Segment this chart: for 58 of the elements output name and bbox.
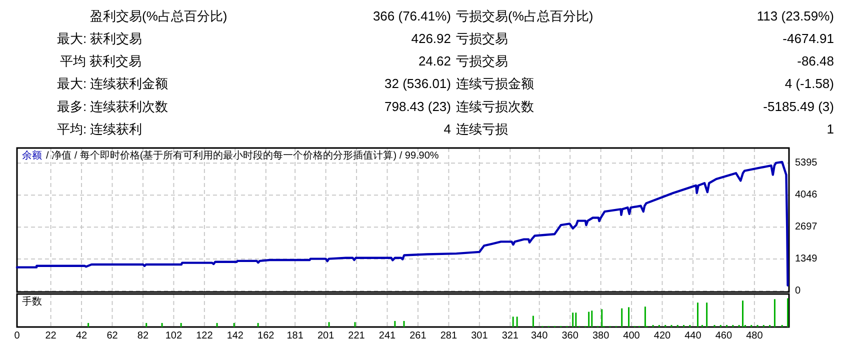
x-tick-label: 201 — [317, 330, 335, 342]
x-tick-label: 241 — [378, 330, 396, 342]
text: 连续亏损次数 — [456, 98, 534, 114]
line-series — [16, 160, 789, 286]
x-tick-label: 400 — [623, 330, 640, 342]
text: 366 (76.41%) — [372, 8, 451, 24]
x-tick-label: 102 — [165, 330, 182, 342]
category-label: 平均: 连续获利 — [57, 121, 142, 136]
x-tick-label: 281 — [440, 330, 458, 342]
category-label: 盈利交易(%占总百分比) — [90, 8, 228, 24]
y-tick-label: 0 — [795, 286, 801, 297]
text: -86.48 — [797, 54, 834, 69]
y-tick-label: 4046 — [795, 190, 818, 201]
text: 4 (-1.58) — [784, 76, 834, 92]
category-label: 平均 获利交易 — [60, 54, 142, 69]
x-tick-label: 321 — [502, 330, 519, 342]
text: 798.43 (23) — [384, 98, 451, 114]
x-tick-label: 42 — [76, 330, 88, 342]
text: 亏损交易 — [456, 31, 508, 46]
x-tick-label: 142 — [226, 330, 244, 342]
x-tick-label: 301 — [471, 330, 488, 342]
category-label: 最大: 获利交易 — [57, 31, 142, 46]
category-label: 最多: 连续获利次数 — [57, 98, 168, 114]
text: 余额 — [22, 150, 42, 162]
text: 426.92 — [411, 31, 451, 46]
x-tick-label: 340 — [531, 330, 548, 342]
x-tick-label: 480 — [746, 330, 764, 342]
x-tick-label: 460 — [715, 330, 732, 342]
category-label: 最大: 连续获利金额 — [57, 76, 168, 92]
x-tick-label: 380 — [592, 330, 610, 342]
y-tick-label: 2697 — [795, 222, 818, 233]
x-tick-label: 62 — [106, 330, 118, 342]
chart-title: / 净值 / 每个即时价格(基于所有可利用的最小时段的每一个价格的分形插值计算) / 99.90% — [46, 150, 439, 162]
x-tick-label: 162 — [258, 330, 275, 342]
y-tick-label: 5395 — [795, 158, 818, 169]
text: 32 (536.01) — [384, 76, 451, 92]
text: 亏损交易 — [456, 54, 508, 69]
x-tick-label: 0 — [14, 330, 20, 342]
x-tick-label: 261 — [410, 330, 427, 342]
text: 1 — [826, 121, 834, 136]
text: 亏损交易(%占总百分比) — [456, 8, 594, 24]
text: 4 — [444, 121, 451, 136]
text: -4674.91 — [782, 31, 834, 46]
y-tick-label: 1349 — [795, 254, 818, 265]
x-tick-label: 122 — [196, 330, 214, 342]
text: 113 (23.59%) — [756, 8, 834, 24]
x-tick-label: 221 — [348, 330, 366, 342]
x-tick-label: 360 — [562, 330, 579, 342]
text: 连续亏损 — [456, 121, 508, 136]
x-tick-label: 22 — [45, 330, 57, 342]
text: 连续亏损金额 — [456, 76, 534, 92]
x-tick-label: 420 — [654, 330, 672, 342]
text: 24.62 — [418, 54, 451, 69]
x-tick-label: 82 — [137, 330, 149, 342]
chart-title: 手数 — [22, 296, 42, 308]
x-tick-label: 440 — [684, 330, 702, 342]
text: -5185.49 (3) — [763, 98, 834, 114]
x-tick-label: 181 — [286, 330, 304, 342]
